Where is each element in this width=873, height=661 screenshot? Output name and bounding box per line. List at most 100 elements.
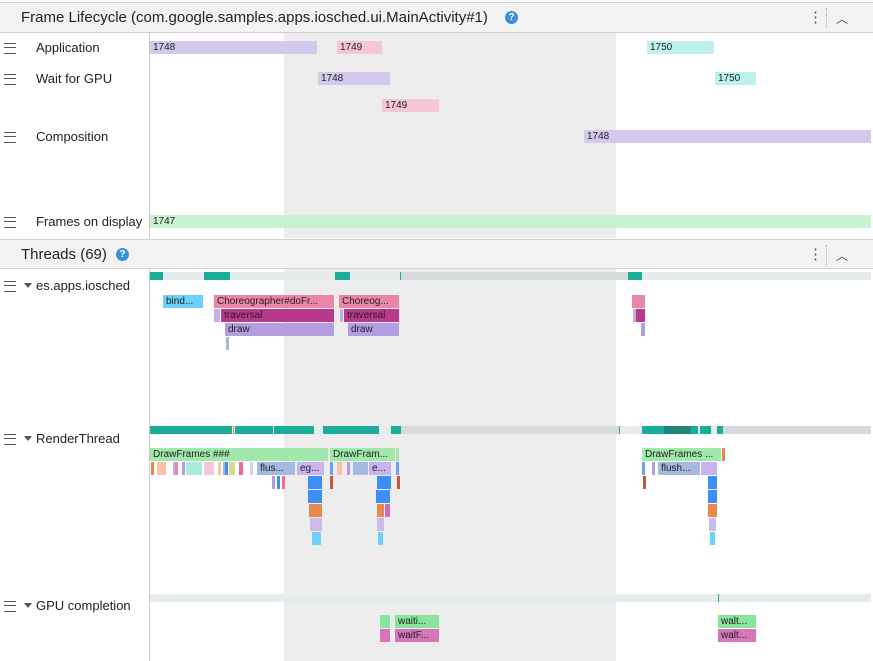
expand-triangle-icon[interactable] (24, 436, 32, 441)
slice[interactable] (376, 490, 390, 503)
thread-state-running[interactable] (274, 426, 314, 434)
slice[interactable] (633, 309, 636, 322)
expand-triangle-icon[interactable] (24, 603, 32, 608)
slice[interactable] (250, 462, 253, 475)
slice-drawframes[interactable]: DrawFrames ... (642, 448, 721, 461)
help-icon[interactable]: ? (505, 11, 518, 24)
slice[interactable] (151, 462, 154, 475)
slice-wait[interactable]: walt... (718, 615, 756, 628)
more-options-icon[interactable]: ⋮ (808, 9, 823, 26)
slice[interactable] (225, 462, 228, 475)
slice[interactable] (641, 323, 645, 336)
slice-traversal[interactable]: traversal (344, 309, 399, 322)
slice[interactable] (308, 476, 322, 489)
slice[interactable] (229, 462, 235, 475)
slice[interactable] (710, 532, 715, 545)
thread-state-running[interactable] (335, 272, 350, 280)
slice[interactable] (353, 462, 368, 475)
slice[interactable] (309, 504, 322, 517)
slice[interactable] (722, 448, 725, 461)
slice-choreographer[interactable]: Choreog... (339, 295, 399, 308)
thread-state-running[interactable] (664, 426, 691, 434)
thread-state-running[interactable] (391, 426, 401, 434)
slice[interactable] (709, 518, 716, 531)
slice-eglswap[interactable]: e... (369, 462, 391, 475)
frame-1749[interactable]: 1749 (337, 41, 382, 54)
thread-state-running[interactable] (619, 426, 620, 434)
slice[interactable] (175, 462, 178, 475)
thread-state-running[interactable] (235, 426, 273, 434)
thread-state-running[interactable] (700, 426, 711, 434)
slice[interactable] (652, 462, 655, 475)
collapse-chevron-icon[interactable]: ︿ (836, 249, 849, 263)
slice[interactable] (396, 448, 399, 461)
slice[interactable] (337, 462, 342, 475)
thread-state-running[interactable] (691, 426, 698, 434)
thread-state-running[interactable] (717, 426, 723, 434)
frame-1750[interactable]: 1750 (647, 41, 714, 54)
slice[interactable] (226, 337, 229, 350)
slice[interactable] (380, 629, 390, 642)
slice-wait-fence[interactable]: walt... (718, 629, 756, 642)
slice[interactable] (330, 462, 333, 475)
slice[interactable] (182, 462, 185, 475)
drag-handle-icon[interactable] (4, 217, 16, 228)
collapse-chevron-icon[interactable]: ︿ (836, 12, 849, 26)
slice-drawframes[interactable]: DrawFram... (330, 448, 395, 461)
slice[interactable] (385, 504, 390, 517)
slice[interactable] (282, 476, 285, 489)
thread-state-running[interactable] (718, 594, 719, 602)
slice[interactable] (632, 295, 645, 308)
slice[interactable] (310, 518, 322, 531)
more-options-icon[interactable]: ⋮ (808, 246, 823, 263)
thread-state-running[interactable] (400, 272, 401, 280)
frame-1748[interactable]: 1748 (584, 130, 871, 143)
thread-state-running[interactable] (150, 272, 163, 280)
help-icon[interactable]: ? (116, 248, 129, 261)
drag-handle-icon[interactable] (4, 434, 16, 445)
slice[interactable] (377, 518, 384, 531)
slice[interactable] (186, 462, 202, 475)
slice[interactable] (173, 462, 176, 475)
slice-draw[interactable]: draw (348, 323, 399, 336)
slice[interactable] (214, 309, 220, 322)
slice[interactable] (277, 476, 280, 489)
slice-wait[interactable]: waiti... (395, 615, 439, 628)
slice[interactable] (642, 462, 645, 475)
thread-state-bar[interactable] (150, 594, 871, 602)
slice[interactable] (204, 462, 214, 475)
expand-triangle-icon[interactable] (24, 283, 32, 288)
slice[interactable] (330, 476, 333, 489)
slice[interactable] (378, 532, 383, 545)
slice-wait-fence[interactable]: waitF... (395, 629, 439, 642)
slice-eglswap[interactable]: eg... (297, 462, 324, 475)
slice[interactable] (223, 462, 226, 475)
slice[interactable] (397, 476, 400, 489)
slice[interactable] (239, 462, 243, 475)
slice[interactable] (701, 462, 717, 475)
thread-state-segment[interactable] (401, 272, 628, 280)
frame-1749[interactable]: 1749 (382, 99, 439, 112)
drag-handle-icon[interactable] (4, 601, 16, 612)
slice[interactable] (340, 309, 343, 322)
drag-handle-icon[interactable] (4, 132, 16, 143)
frame-1747[interactable]: 1747 (150, 215, 871, 228)
slice-traversal[interactable]: traversal (221, 309, 334, 322)
thread-state-running[interactable] (642, 426, 664, 434)
thread-state-running[interactable] (323, 426, 379, 434)
slice[interactable] (708, 476, 717, 489)
slice[interactable] (312, 532, 321, 545)
slice[interactable] (380, 615, 390, 628)
slice[interactable] (377, 504, 384, 517)
thread-state-segment[interactable] (401, 426, 619, 434)
thread-state-segment[interactable] (233, 426, 234, 434)
slice[interactable] (396, 462, 399, 475)
drag-handle-icon[interactable] (4, 43, 16, 54)
thread-state-running[interactable] (150, 426, 232, 434)
thread-state-running[interactable] (628, 272, 642, 280)
slice-flush[interactable]: flus... (257, 462, 295, 475)
slice[interactable] (636, 309, 645, 322)
slice[interactable] (708, 504, 717, 517)
slice-draw[interactable]: draw (225, 323, 334, 336)
slice[interactable] (377, 476, 391, 489)
